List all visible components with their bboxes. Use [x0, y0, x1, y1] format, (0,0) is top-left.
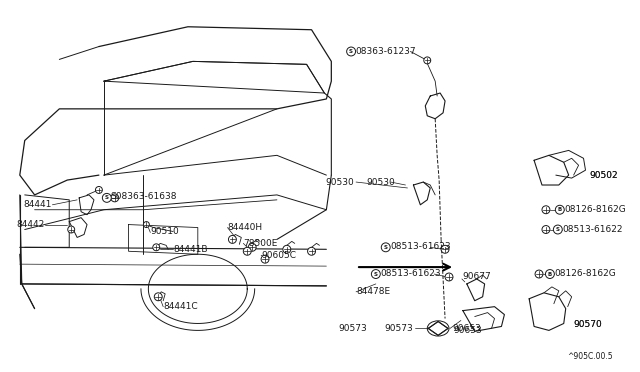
Circle shape	[535, 270, 543, 278]
Text: 90573: 90573	[339, 324, 367, 333]
Text: S: S	[374, 272, 378, 276]
Text: 90510: 90510	[150, 227, 179, 236]
Text: 90502: 90502	[589, 171, 618, 180]
Ellipse shape	[428, 321, 449, 336]
Circle shape	[441, 246, 449, 253]
Circle shape	[554, 225, 563, 234]
Circle shape	[542, 225, 550, 234]
Text: 90653: 90653	[452, 324, 481, 333]
Text: 78500E: 78500E	[243, 239, 278, 248]
Text: 84441: 84441	[23, 200, 51, 209]
Circle shape	[154, 293, 162, 301]
Text: B: B	[548, 272, 552, 276]
Text: 08513-61622: 08513-61622	[563, 225, 623, 234]
Text: 84440H: 84440H	[227, 223, 262, 232]
Text: 90605C: 90605C	[261, 251, 296, 260]
Circle shape	[445, 273, 453, 281]
Circle shape	[371, 270, 380, 279]
Text: S08363-61638: S08363-61638	[111, 192, 177, 201]
Text: 08126-8162G: 08126-8162G	[555, 269, 616, 278]
Text: S: S	[105, 195, 109, 201]
Text: 90653: 90653	[453, 326, 482, 335]
Circle shape	[248, 243, 256, 251]
Text: 90573: 90573	[385, 324, 413, 333]
Text: 90530: 90530	[325, 177, 354, 186]
Circle shape	[308, 247, 316, 255]
Text: ^905C.00.5: ^905C.00.5	[568, 352, 613, 360]
Circle shape	[424, 57, 431, 64]
Circle shape	[261, 255, 269, 263]
Text: S: S	[349, 49, 353, 54]
Circle shape	[381, 243, 390, 252]
Text: 08513-61623: 08513-61623	[381, 269, 442, 278]
Circle shape	[283, 246, 291, 253]
Circle shape	[228, 235, 236, 243]
Text: S: S	[556, 227, 560, 232]
Circle shape	[153, 244, 160, 251]
Circle shape	[542, 206, 550, 214]
Text: 90530: 90530	[366, 177, 395, 186]
Circle shape	[347, 47, 356, 56]
Text: 90502: 90502	[589, 171, 618, 180]
Text: 90677: 90677	[463, 273, 492, 282]
Text: 08513-61623: 08513-61623	[390, 242, 451, 251]
Circle shape	[111, 194, 118, 202]
Text: 84441C: 84441C	[163, 302, 198, 311]
Text: 08363-61237: 08363-61237	[355, 47, 416, 56]
Text: 84478E: 84478E	[356, 287, 390, 296]
Circle shape	[143, 222, 149, 228]
Circle shape	[102, 193, 111, 202]
Circle shape	[95, 186, 102, 193]
Text: 84442: 84442	[16, 220, 45, 229]
Text: 08126-8162G: 08126-8162G	[564, 205, 627, 214]
Circle shape	[545, 270, 554, 279]
Text: 84441B: 84441B	[173, 245, 207, 254]
Circle shape	[243, 247, 252, 255]
Text: 90570: 90570	[573, 320, 602, 329]
Circle shape	[556, 205, 564, 214]
Circle shape	[68, 226, 75, 233]
Text: 90570: 90570	[573, 320, 602, 329]
Text: S: S	[384, 245, 388, 250]
Text: B: B	[557, 207, 562, 212]
